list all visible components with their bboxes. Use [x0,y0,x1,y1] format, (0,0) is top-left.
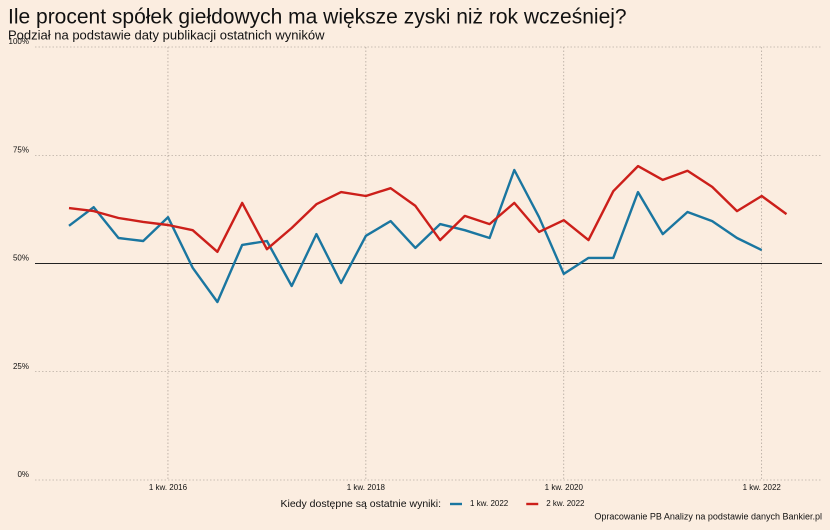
y-tick-label: 100% [9,37,29,46]
y-tick-label: 25% [13,362,29,371]
y-tick-label: 50% [13,254,29,263]
legend-label: 2 kw. 2022 [546,499,585,508]
chart-subtitle: Podział na podstawie daty publikacji ost… [8,27,325,42]
x-tick-label: 1 kw. 2022 [743,483,782,492]
chart-title: Ile procent spółek giełdowych ma większe… [8,6,627,29]
x-tick-label: 1 kw. 2016 [149,483,188,492]
series-line [68,164,788,253]
x-tick-label: 1 kw. 2020 [545,483,584,492]
source: Opracowanie PB Analizy na podstawie dany… [594,511,822,521]
y-tick-label: 75% [13,145,29,154]
x-tick-label: 1 kw. 2018 [347,483,386,492]
y-tick-label: 0% [17,470,29,479]
legend-label: 1 kw. 2022 [470,499,509,508]
legend-title: Kiedy dostępne są ostatnie wyniki: [280,498,441,510]
series-line [68,168,763,304]
